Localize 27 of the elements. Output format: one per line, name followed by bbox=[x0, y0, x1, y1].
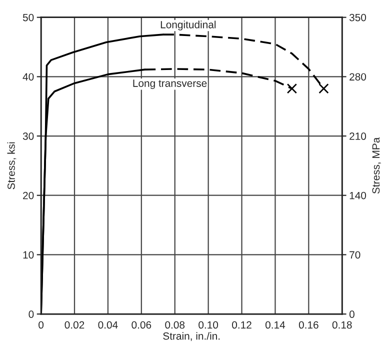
x-tick-label: 0.12 bbox=[232, 321, 252, 329]
y2-tick-label: 350 bbox=[349, 14, 366, 22]
y-tick-label: 50 bbox=[22, 14, 34, 22]
y-tick-label: 20 bbox=[23, 192, 34, 200]
x-tick-label: 0 bbox=[38, 321, 44, 329]
y2-axis-title: Stress, MPa bbox=[372, 137, 381, 194]
y-tick-label: 10 bbox=[23, 251, 34, 259]
y2-tick-label: 70 bbox=[350, 251, 360, 259]
y-tick-label: 30 bbox=[22, 132, 34, 140]
x-tick-label: 0.06 bbox=[132, 321, 152, 329]
y2-tick-label: 0 bbox=[349, 310, 354, 318]
x-tick-label: 0.10 bbox=[198, 321, 218, 329]
series-label: Long transverse bbox=[133, 80, 207, 89]
y2-tick-label: 140 bbox=[350, 192, 366, 200]
y2-tick-label: 280 bbox=[350, 73, 366, 81]
y-axis-title: Stress, ksi bbox=[7, 142, 16, 190]
x-axis-title: Strain, in./in. bbox=[163, 332, 220, 341]
y-tick-label: 40 bbox=[22, 73, 34, 81]
x-tick-label: 0.16 bbox=[298, 321, 318, 329]
series-label: Longitudinal bbox=[160, 20, 216, 30]
x-tick-label: 0.14 bbox=[265, 321, 286, 329]
x-tick-label: 0.08 bbox=[165, 321, 185, 329]
y-tick-label: 0 bbox=[28, 310, 34, 318]
x-tick-label: 0.18 bbox=[332, 321, 352, 329]
x-tick-label: 0.02 bbox=[64, 321, 84, 329]
x-tick-label: 0.04 bbox=[98, 321, 118, 329]
y2-tick-label: 210 bbox=[350, 132, 366, 140]
